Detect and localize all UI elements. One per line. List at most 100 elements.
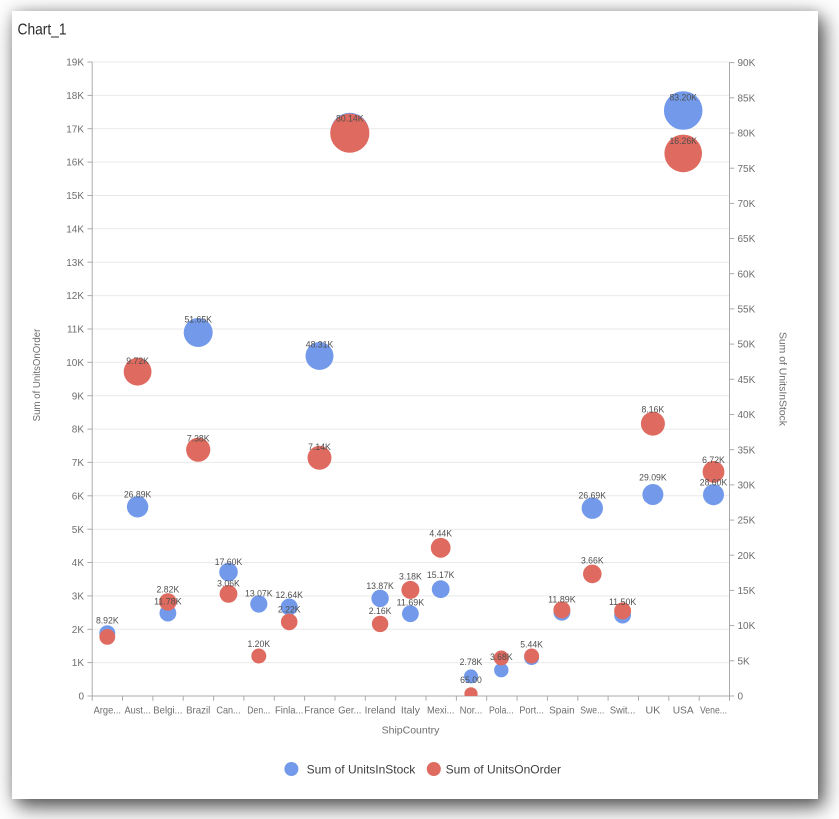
svg-text:45K: 45K [738,375,756,386]
svg-text:18K: 18K [66,91,84,102]
svg-text:3K: 3K [72,592,85,603]
svg-text:Spain: Spain [549,705,575,717]
svg-text:51.65K: 51.65K [184,314,212,325]
svg-text:13.87K: 13.87K [366,581,394,592]
svg-text:60K: 60K [738,269,756,280]
svg-text:ShipCountry: ShipCountry [382,725,441,737]
svg-text:2.82K: 2.82K [157,585,180,596]
svg-text:19K: 19K [66,58,84,69]
svg-text:50K: 50K [738,340,756,351]
svg-text:11.78K: 11.78K [154,597,182,608]
svg-text:Belgi...: Belgi... [153,705,182,717]
svg-text:40K: 40K [738,410,756,421]
svg-text:28.60K: 28.60K [700,478,728,489]
svg-text:Chart_1: Chart_1 [18,22,67,39]
svg-text:13.07K: 13.07K [245,589,273,600]
svg-text:France: France [304,705,335,717]
svg-text:20K: 20K [738,551,756,562]
svg-text:Arge...: Arge... [94,705,121,717]
svg-text:3.06K: 3.06K [217,578,240,589]
svg-text:13K: 13K [66,258,84,269]
svg-text:11.89K: 11.89K [548,595,576,606]
svg-text:Vene...: Vene... [700,705,727,717]
svg-text:Pola...: Pola... [489,705,514,717]
svg-text:6.72K: 6.72K [702,455,725,466]
svg-text:12K: 12K [66,291,84,302]
svg-text:Sum of UnitsInStock: Sum of UnitsInStock [777,332,789,427]
svg-text:65.00: 65.00 [460,675,482,686]
svg-text:11.50K: 11.50K [609,597,637,608]
svg-text:Mexi...: Mexi... [427,705,454,717]
svg-text:Port...: Port... [519,705,544,717]
svg-text:30K: 30K [738,481,756,492]
svg-text:UK: UK [645,705,660,717]
svg-text:0: 0 [738,692,744,703]
svg-text:Sum of UnitsInStock: Sum of UnitsInStock [307,762,417,776]
svg-text:26.89K: 26.89K [124,490,152,501]
svg-text:80.14K: 80.14K [336,114,364,125]
svg-text:Ger...: Ger... [338,705,361,717]
svg-text:Den...: Den... [247,705,270,717]
svg-text:USA: USA [673,705,694,717]
svg-text:15.17K: 15.17K [427,570,455,581]
svg-text:3.68K: 3.68K [490,652,513,663]
svg-text:Swe...: Swe... [580,705,604,717]
svg-text:Ireland: Ireland [365,705,396,717]
svg-text:Sum of UnitsOnOrder: Sum of UnitsOnOrder [446,762,561,776]
svg-text:2.78K: 2.78K [460,657,483,668]
svg-text:16.26K: 16.26K [669,136,697,147]
svg-text:Brazil: Brazil [186,705,210,717]
svg-text:3.18K: 3.18K [399,571,422,582]
svg-text:8K: 8K [72,425,85,436]
svg-text:5K: 5K [738,656,751,667]
svg-text:9.72K: 9.72K [126,356,149,367]
svg-text:5K: 5K [72,525,85,536]
svg-text:85K: 85K [738,93,756,104]
svg-text:12.64K: 12.64K [275,590,303,601]
svg-text:2.16K: 2.16K [369,606,392,617]
svg-text:2.22K: 2.22K [278,604,301,615]
svg-text:90K: 90K [738,58,756,69]
svg-text:7.14K: 7.14K [308,442,331,453]
svg-text:15K: 15K [738,586,756,597]
svg-text:75K: 75K [738,164,756,175]
svg-text:11.69K: 11.69K [397,597,425,608]
svg-text:4K: 4K [72,558,85,569]
svg-text:Italy: Italy [401,705,421,717]
svg-text:14K: 14K [66,224,84,235]
svg-text:8.92K: 8.92K [96,615,119,626]
svg-text:48.31K: 48.31K [306,339,334,350]
svg-text:70K: 70K [738,199,756,210]
svg-text:Finla...: Finla... [275,705,304,717]
svg-text:25K: 25K [738,516,756,527]
svg-text:35K: 35K [738,445,756,456]
svg-text:83.20K: 83.20K [669,92,697,103]
svg-text:55K: 55K [738,305,756,316]
svg-text:4.44K: 4.44K [429,528,452,539]
svg-text:0: 0 [78,692,84,703]
svg-text:29.09K: 29.09K [639,473,667,484]
svg-text:1K: 1K [72,658,85,669]
svg-text:Can...: Can... [216,705,240,717]
svg-text:3.66K: 3.66K [581,556,604,567]
svg-text:8.16K: 8.16K [642,405,665,416]
svg-text:65K: 65K [738,234,756,245]
svg-text:80K: 80K [738,129,756,140]
svg-text:2K: 2K [72,625,85,636]
svg-text:6K: 6K [72,491,85,502]
svg-text:7.38K: 7.38K [187,433,210,444]
svg-text:17K: 17K [66,124,84,135]
svg-text:15K: 15K [66,191,84,202]
svg-text:16K: 16K [66,158,84,169]
svg-text:Sum of UnitsOnOrder: Sum of UnitsOnOrder [31,328,43,421]
svg-text:17.60K: 17.60K [215,557,243,568]
svg-text:9K: 9K [72,391,85,402]
svg-text:7K: 7K [72,458,85,469]
svg-text:10K: 10K [738,621,756,632]
svg-text:1.20K: 1.20K [247,639,270,650]
svg-text:11K: 11K [67,325,84,336]
svg-text:Nor...: Nor... [460,705,483,717]
svg-text:Aust...: Aust... [125,705,151,717]
svg-text:Swit...: Swit... [610,705,636,717]
svg-text:26.69K: 26.69K [579,491,607,502]
